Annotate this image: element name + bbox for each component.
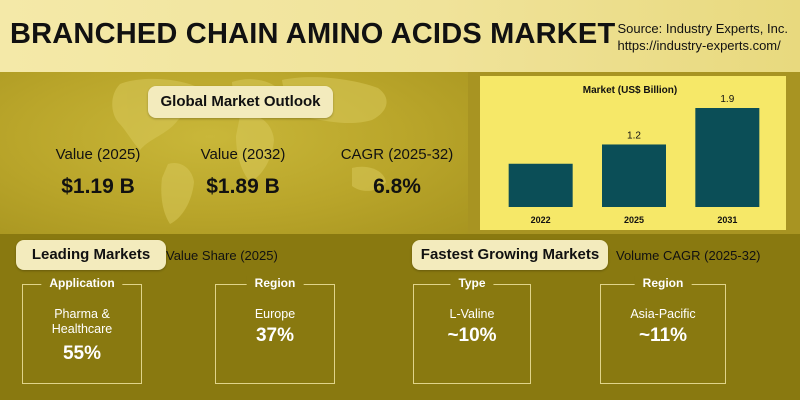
bar-2022 [508, 163, 573, 207]
kpi-number: 6.8% [373, 175, 421, 198]
data-label-2031: 1.9 [720, 94, 734, 105]
fastest-growing-pill: Fastest Growing Markets [412, 240, 608, 270]
chart-box: Market (US$ Billion) 2022 1.2 2025 1.9 2031 [480, 76, 786, 230]
tick-label-2025: 2025 [624, 215, 644, 225]
tick-label-2031: 2031 [717, 215, 737, 225]
kpi-label: CAGR (2025-32) [340, 146, 454, 163]
global-outlook-panel: Global Market Outlook Value (2025) $1.19… [0, 72, 468, 234]
tick-label-2022: 2022 [531, 215, 551, 225]
bottom-section: Leading Markets Value Share (2025) Faste… [0, 234, 800, 400]
page-title: BRANCHED CHAIN AMINO ACIDS MARKET [10, 18, 616, 50]
card-region-leading: Region Europe 37% [215, 276, 335, 384]
card-label: Pharma & [54, 307, 110, 321]
bar-2025 [602, 144, 666, 207]
source-url[interactable]: https://industry-experts.com/ [617, 38, 781, 53]
kpi-number: $1.19 B [61, 175, 135, 198]
kpi-value-2025: Value (2025) $1.19 B [23, 146, 173, 199]
card-tag: Application [41, 276, 123, 290]
card-region-fastest: Region Asia-Pacific ~11% [600, 276, 726, 384]
card-label-line2: Healthcare [51, 322, 113, 336]
kpi-number: $1.89 B [206, 175, 280, 198]
chart-title: Market (US$ Billion) [583, 85, 677, 96]
card-value: ~11% [638, 325, 688, 346]
data-label-2025: 1.2 [627, 130, 641, 141]
card-tag: Region [634, 276, 692, 290]
leading-markets-subtitle: Value Share (2025) [166, 248, 278, 263]
card-value: ~10% [447, 325, 497, 346]
card-application: Application Pharma & Healthcare 55% [22, 276, 142, 384]
bar-2031 [695, 108, 760, 207]
chart-panel: Market (US$ Billion) 2022 1.2 2025 1.9 2031 [468, 72, 800, 234]
card-value: 37% [255, 325, 295, 346]
card-tag: Region [246, 276, 304, 290]
market-bar-chart: Market (US$ Billion) 2022 1.2 2025 1.9 2031 [508, 85, 760, 225]
leading-markets-pill: Leading Markets [16, 240, 166, 270]
outlook-title-pill: Global Market Outlook [148, 86, 333, 118]
card-type: Type L-Valine ~10% [413, 276, 531, 384]
card-label: L-Valine [449, 307, 495, 321]
kpi-value-2032: Value (2032) $1.89 B [168, 146, 318, 199]
header: BRANCHED CHAIN AMINO ACIDS MARKET Source… [0, 0, 800, 72]
card-label: Asia-Pacific [630, 307, 696, 321]
card-tag: Type [450, 276, 494, 290]
kpi-label: Value (2032) [200, 146, 286, 163]
kpi-label: Value (2025) [55, 146, 141, 163]
card-label: Europe [254, 307, 296, 321]
kpi-cagr: CAGR (2025-32) 6.8% [322, 146, 468, 199]
source-name: Source: Industry Experts, Inc. [617, 21, 788, 36]
card-value: 55% [62, 343, 102, 364]
fastest-growing-subtitle: Volume CAGR (2025-32) [616, 248, 761, 263]
source-note: Source: Industry Experts, Inc. https://i… [617, 20, 788, 54]
